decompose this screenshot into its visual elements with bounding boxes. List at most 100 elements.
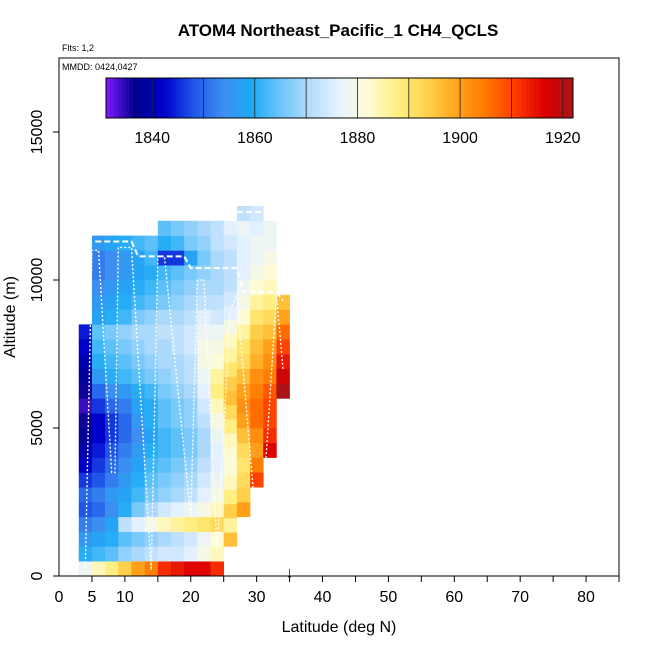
colorbar-swatch <box>242 78 247 118</box>
heatmap-cell <box>197 472 211 488</box>
colorbar-swatch <box>537 78 543 118</box>
heatmap-cell <box>210 383 225 399</box>
heatmap-cell <box>171 280 185 296</box>
heatmap-cell <box>197 487 211 503</box>
heatmap-cell <box>210 354 225 370</box>
heatmap-cell <box>144 339 159 355</box>
colorbar-swatch <box>557 78 562 118</box>
heatmap-cell <box>118 487 132 503</box>
colorbar-tick-label: 1900 <box>442 130 478 147</box>
heatmap-cell <box>118 546 132 562</box>
colorbar-swatch <box>133 78 138 118</box>
heatmap-cell <box>210 516 225 532</box>
heatmap-cell <box>197 250 211 266</box>
heatmap-cell <box>197 442 211 458</box>
colorbar-swatch <box>561 78 566 118</box>
heatmap-cell <box>236 235 251 251</box>
heatmap-cell <box>263 339 277 355</box>
colorbar-swatch <box>113 78 119 118</box>
heatmap-cell <box>91 235 106 251</box>
heatmap-cell <box>157 398 172 414</box>
heatmap-cell <box>210 428 225 444</box>
colorbar-swatch <box>534 78 539 118</box>
colorbar-swatch <box>413 78 418 118</box>
heatmap-cell <box>118 457 132 473</box>
colorbar-swatch <box>214 78 220 118</box>
y-tick-label: 10000 <box>29 258 46 303</box>
colorbar-swatch <box>269 78 274 118</box>
heatmap-cell <box>210 398 225 414</box>
heatmap-cell <box>157 442 172 458</box>
heatmap-cell <box>223 518 238 533</box>
heatmap-cell <box>91 398 106 414</box>
heatmap-cell <box>210 442 225 458</box>
heatmap-cell <box>223 433 238 448</box>
colorbar-swatch <box>292 78 298 118</box>
colorbar-swatch <box>502 78 508 118</box>
heatmap-cell <box>157 546 172 562</box>
heatmap-cell <box>171 383 185 399</box>
colorbar-swatch <box>323 78 329 118</box>
heatmap-cell <box>210 413 225 429</box>
heatmap-cell <box>171 531 185 547</box>
colorbar-swatch <box>530 78 535 118</box>
heatmap-cell <box>184 220 198 236</box>
heatmap-cell <box>131 280 145 296</box>
colorbar-swatch <box>187 78 193 118</box>
colorbar-swatch <box>141 78 146 118</box>
heatmap-cell <box>157 354 172 370</box>
heatmap-cell <box>91 457 106 473</box>
heatmap-cell <box>157 220 172 236</box>
colorbar-swatch <box>234 78 239 118</box>
heatmap-cell <box>184 442 198 458</box>
heatmap-cell <box>105 383 119 399</box>
heatmap-cell <box>236 487 251 503</box>
heatmap-cell <box>105 265 119 281</box>
colorbar-tick-label: 1880 <box>340 130 376 147</box>
heatmap-cell <box>118 472 132 488</box>
heatmap-cell <box>105 413 119 429</box>
colorbar-swatch <box>409 78 414 118</box>
heatmap-cell <box>171 368 185 384</box>
heatmap-cell <box>236 428 251 444</box>
heatmap-cell <box>184 280 198 296</box>
heatmap-cell <box>78 413 93 429</box>
heatmap-cell <box>236 398 251 414</box>
heatmap-cell <box>184 457 198 473</box>
heatmap-cell <box>250 265 264 281</box>
colorbar-swatch <box>358 78 364 118</box>
colorbar-swatch <box>483 78 488 118</box>
heatmap-cell <box>131 457 145 473</box>
heatmap-cell <box>157 487 172 503</box>
heatmap-cell <box>223 447 238 462</box>
heatmap-cell <box>184 413 198 429</box>
colorbar-swatch <box>518 78 523 118</box>
heatmap-cell <box>105 487 119 503</box>
heatmap-cell <box>263 250 277 266</box>
heatmap-cell <box>118 531 132 547</box>
colorbar-swatch <box>261 78 267 118</box>
colorbar-swatch <box>390 78 395 118</box>
heatmap-cell <box>131 442 145 458</box>
colorbar-swatch <box>296 78 302 118</box>
heatmap-cell <box>144 413 159 429</box>
heatmap-cell <box>91 339 106 355</box>
colorbar-swatch <box>230 78 235 118</box>
heatmap-cell <box>171 250 185 266</box>
colorbar-swatch <box>429 78 434 118</box>
flights-label: Flts: 1,2 <box>62 43 94 53</box>
heatmap-cell <box>250 442 264 458</box>
colorbar-swatch <box>156 78 161 118</box>
heatmap-cell <box>105 546 119 562</box>
colorbar-swatch <box>569 78 574 118</box>
heatmap-cell <box>91 280 106 296</box>
heatmap-cell <box>210 339 225 355</box>
colorbar-swatch <box>281 78 286 118</box>
heatmap-cell <box>184 265 198 281</box>
colorbar-swatch <box>172 78 177 118</box>
heatmap-cell <box>223 475 238 491</box>
heatmap-cell <box>131 516 145 532</box>
heatmap-cell <box>197 413 211 429</box>
x-tick-label: 5 <box>87 589 96 606</box>
heatmap-cell <box>144 457 159 473</box>
